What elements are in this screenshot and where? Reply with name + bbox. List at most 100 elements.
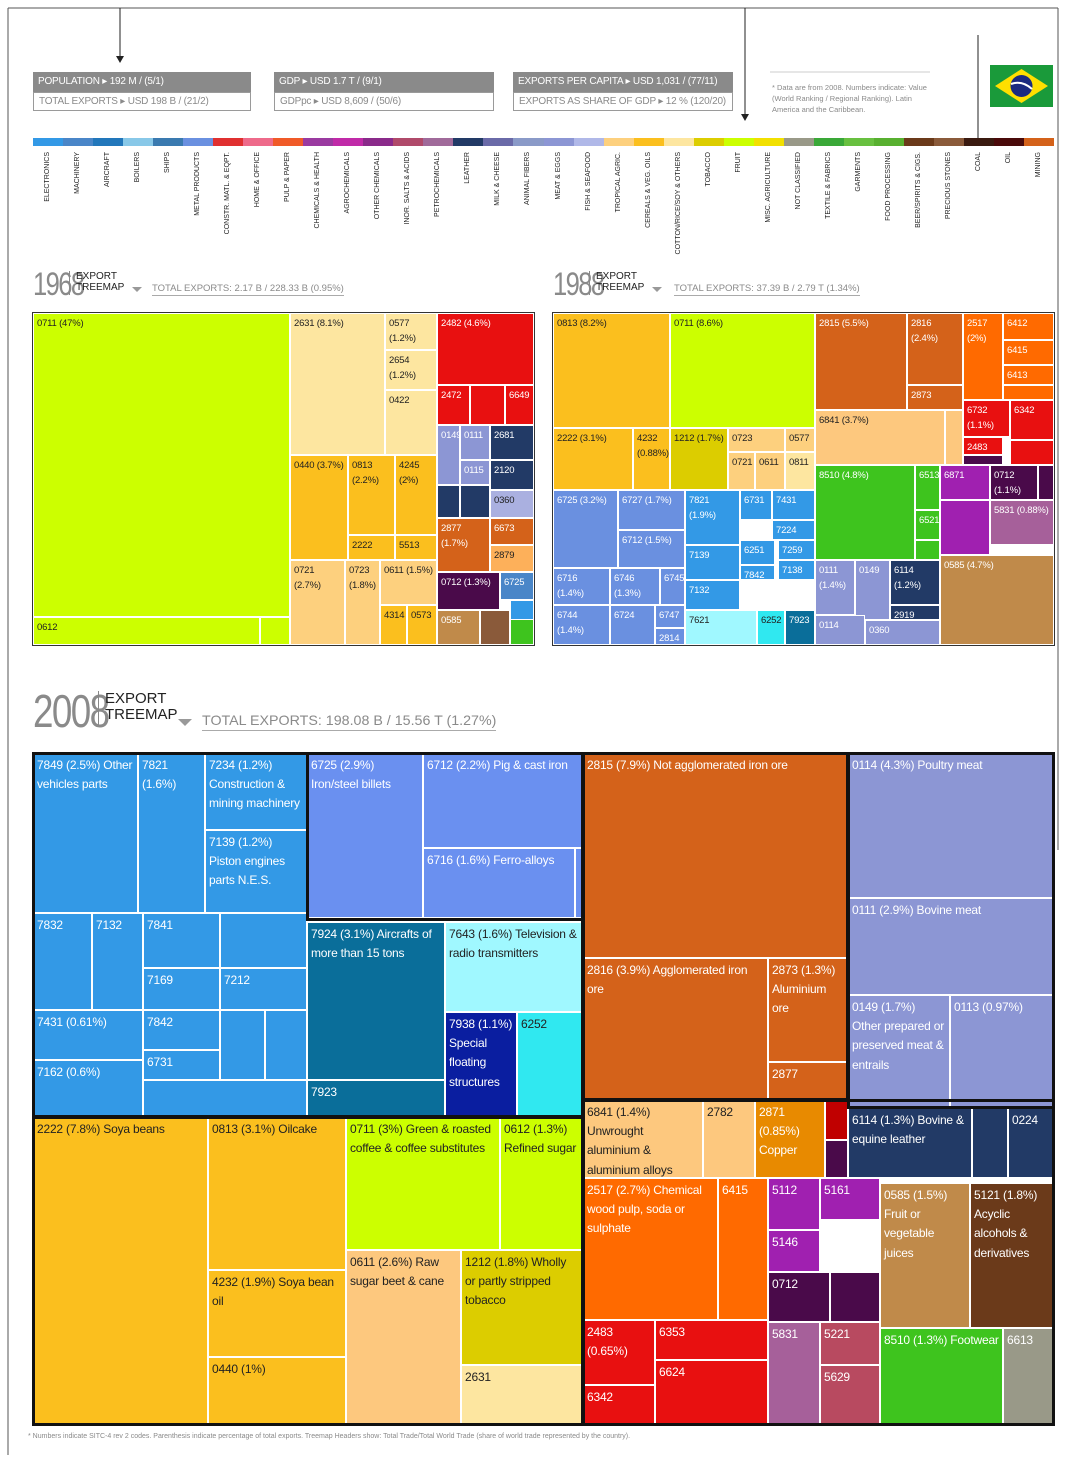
treemap-cell: 7923 [785, 610, 815, 645]
treemap-cell [945, 410, 963, 465]
legend-label: ELECTRONICS [44, 152, 51, 202]
treemap-cell [940, 500, 990, 555]
legend-swatch [243, 138, 274, 146]
legend-label: TROPICAL AGRIC. [614, 152, 622, 213]
flag [990, 65, 1053, 107]
treemap-year: 1968 [33, 266, 85, 302]
treemap-total: TOTAL EXPORTS: 37.39 B / 2.79 T (1.34%) [674, 283, 860, 296]
treemap-cell: 0149 (1.7%) Other prepared or preserved … [848, 995, 950, 1108]
treemap-cell: 0611 (2.6%) Raw sugar beet & cane [346, 1250, 461, 1425]
treemap-cell: 7821 (1.9%) [685, 490, 740, 545]
treemap-cell: 0711 (47%) [33, 313, 290, 617]
treemap-cell: 7234 (1.2%) Construction & mining machin… [205, 753, 307, 830]
stat-label: TOTAL EXPORTS ▸ USD 198 B / (21/2) [33, 92, 251, 111]
treemap-cell: 6114 (1.3%) Bovine & equine leather [848, 1108, 972, 1178]
treemap-cell: 6712 (1.5%) [618, 530, 685, 568]
legend-label: COAL [974, 152, 982, 172]
treemap-cell: 6114 (1.2%) [890, 560, 940, 605]
legend-label: PETROCHEMICALS [434, 152, 442, 217]
treemap-cell: 6412 [1003, 313, 1054, 340]
treemap-cell: 2483 (0.65%) [583, 1320, 655, 1385]
treemap-cell: 0612 [33, 617, 260, 645]
treemap-cell: 7138 [778, 560, 815, 580]
treemap-cell: 6624 [655, 1360, 768, 1425]
legend-swatch [63, 138, 94, 146]
treemap-cell: 0114 [815, 615, 865, 645]
legend-swatch [963, 138, 995, 146]
legend-swatch [363, 138, 394, 146]
treemap-cell: 0224 [1008, 1108, 1054, 1178]
treemap-cell: 6746 (1.3%) [610, 568, 660, 605]
treemap-cell: 5513 [395, 535, 437, 560]
treemap-cell [437, 485, 460, 518]
treemap-cell: 0811 [785, 452, 815, 490]
legend-swatch [93, 138, 124, 146]
legend-swatch [453, 138, 484, 146]
treemap-total: TOTAL EXPORTS: 2.17 B / 228.33 B (0.95%) [152, 283, 344, 296]
treemap-cell: 7132 [92, 913, 143, 1010]
treemap-cell: 7431 [772, 490, 815, 520]
legend-label: MACHINERY [74, 152, 82, 194]
legend-label: GARMENTS [854, 152, 862, 192]
treemap-cell: 7842 [740, 565, 775, 580]
treemap-cell: 0111 [460, 425, 490, 460]
treemap-cell: 7431 (0.61%) [33, 1010, 143, 1060]
treemap-cell: 0114 (4.3%) Poultry meat [848, 753, 1054, 898]
legend-label: ANIMAL FIBERS [524, 152, 532, 206]
treemap-cell: 0723 (1.8%) [345, 560, 380, 645]
treemap-cell: 6744 (1.4%) [553, 605, 610, 645]
treemap-cell: 7139 [685, 545, 740, 580]
legend-label: AGROCHEMICALS [344, 152, 352, 214]
legend-swatch [663, 138, 694, 146]
legend-label: METAL PRODUCTS [194, 152, 202, 216]
treemap-cell [220, 1010, 265, 1080]
legend-label: OTHER CHEMICALS [374, 152, 382, 220]
legend-label: CONSTR. MATL. & EQPT. [224, 152, 232, 235]
treemap-cell: 6252 [757, 610, 785, 645]
treemap-cell [830, 1272, 880, 1322]
stat-label: EXPORTS PER CAPITA ▸ USD 1,031 / (77/11) [513, 72, 733, 92]
legend-swatch [783, 138, 814, 146]
legend-label: AIRCRAFT [104, 152, 112, 187]
treemap-cell: 0712 [768, 1272, 830, 1322]
treemap-cell: 2815 (5.5%) [815, 313, 907, 410]
treemap-cell: 5121 (1.8%) Acyclic alcohols & derivativ… [970, 1183, 1054, 1328]
treemap-header-line: TREEMAP [105, 706, 178, 723]
treemap-cell: 0111 (1.4%) [815, 560, 855, 615]
legend-label: PRECIOUS STONES [944, 152, 952, 220]
treemap-cell: 2681 [490, 425, 534, 460]
treemap-cell: 4232 (1.9%) Soya bean oil [208, 1270, 346, 1357]
legend-label: FISH & SEAFOOD [584, 152, 592, 211]
treemap-cell: 0149 [855, 560, 890, 620]
treemap-cell: 6732 (1.1%) [963, 400, 1010, 437]
treemap-cell: 4314 [380, 605, 407, 645]
legend-label: CEREALS & VEG. OILS [644, 152, 652, 228]
treemap-cell: 2816 (2.4%) [907, 313, 963, 385]
treemap-cell: 7224 [772, 520, 815, 540]
legend-swatch [903, 138, 934, 146]
note: * Data are from 2008. Numbers indicate: … [772, 83, 927, 114]
treemap-total: TOTAL EXPORTS: 198.08 B / 15.56 T (1.27%… [202, 713, 497, 731]
legend-swatch [873, 138, 904, 146]
legend-label: TOBACCO [704, 152, 712, 187]
treemap-cell: 7139 (1.2%) Piston engines parts N.E.S. [205, 830, 307, 913]
treemap-cell: 6731 [143, 1050, 220, 1080]
treemap-cell: 6353 [655, 1320, 768, 1360]
treemap-cell [260, 617, 290, 645]
treemap-cell: 7821 (1.6%) [138, 753, 205, 913]
treemap-cell: 0111 (2.9%) Bovine meat [848, 898, 1054, 995]
treemap-cell: 8510 (1.3%) Footwear [880, 1328, 1003, 1425]
treemap-cell: 4245 (2%) [395, 455, 437, 535]
stat-label: EXPORTS AS SHARE OF GDP ▸ 12 % (120/20) [513, 92, 733, 111]
treemap-cell [825, 1140, 848, 1178]
legend-swatch [333, 138, 364, 146]
treemap-cell: 1212 (1.7%) [670, 428, 728, 490]
legend-swatch [933, 138, 964, 146]
treemap-cell: 2482 (4.6%) [437, 313, 534, 385]
treemap-cell: 4232 (0.88%) [633, 428, 670, 490]
treemap-cell: 7259 [778, 540, 815, 560]
treemap-cell: 0360 [865, 620, 940, 645]
treemap-cell: 2483 [963, 437, 1003, 455]
legend-label: BOILERS [134, 152, 142, 183]
legend-label: NOT CLASSIFIED [794, 152, 802, 210]
